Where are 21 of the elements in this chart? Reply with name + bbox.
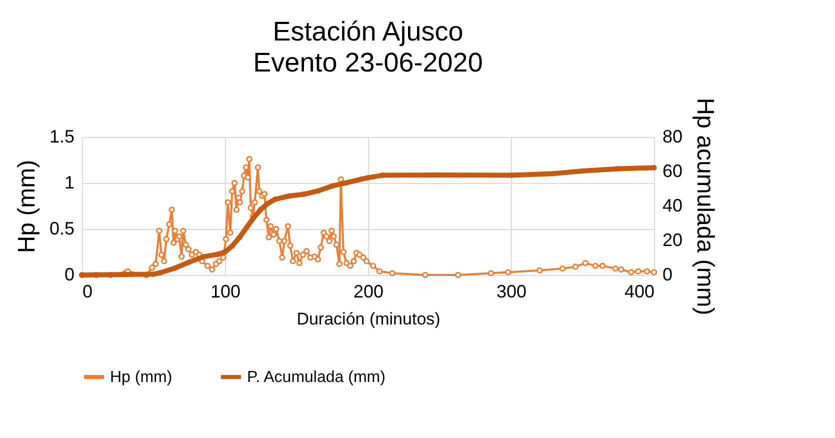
y-tick-label: 1.5 [49,126,74,146]
y2-tick-label: 40 [662,196,683,216]
x-tick-label: 200 [353,282,384,302]
x-tick-label: 0 [82,282,93,302]
x-tick-label: 400 [624,282,654,302]
y2-tick-label: 20 [662,230,683,250]
y-tick-label: 1 [64,172,74,192]
chart-title: Estación Ajusco [272,16,464,46]
y-tick-label: 0 [64,264,74,284]
y2-axis-title: Hp acumulada (mm) [692,98,719,316]
y-tick-label: 0.5 [49,218,74,238]
y-axis-title: Hp (mm) [13,160,40,254]
x-tick-label: 300 [496,282,527,302]
legend-label: Hp (mm) [110,369,172,386]
x-axis-title: Duración (minutos) [296,310,440,328]
y2-tick-label: 60 [662,161,683,181]
y2-tick-label: 80 [662,126,683,146]
chart-subtitle: Evento 23-06-2020 [253,47,483,78]
y2-tick-label: 0 [662,264,673,284]
legend-label: P. Acumulada (mm) [247,369,386,386]
x-tick-label: 100 [210,282,241,302]
